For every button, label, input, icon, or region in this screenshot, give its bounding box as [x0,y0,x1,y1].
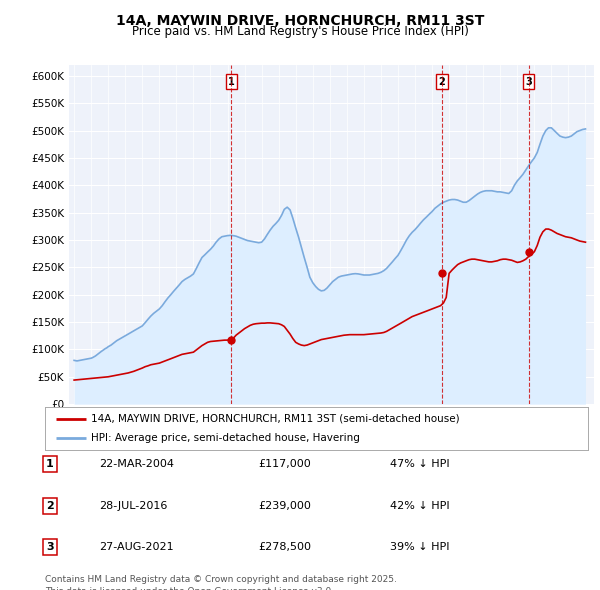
Text: £239,000: £239,000 [258,501,311,510]
Text: 28-JUL-2016: 28-JUL-2016 [99,501,167,510]
Text: 42% ↓ HPI: 42% ↓ HPI [390,501,449,510]
Text: Contains HM Land Registry data © Crown copyright and database right 2025.
This d: Contains HM Land Registry data © Crown c… [45,575,397,590]
Text: 1: 1 [228,77,235,87]
Text: £117,000: £117,000 [258,460,311,469]
Text: £278,500: £278,500 [258,542,311,552]
Text: 3: 3 [525,77,532,87]
Text: 1: 1 [46,460,53,469]
Text: 22-MAR-2004: 22-MAR-2004 [99,460,174,469]
Text: 3: 3 [46,542,53,552]
Text: 39% ↓ HPI: 39% ↓ HPI [390,542,449,552]
Text: Price paid vs. HM Land Registry's House Price Index (HPI): Price paid vs. HM Land Registry's House … [131,25,469,38]
Text: HPI: Average price, semi-detached house, Havering: HPI: Average price, semi-detached house,… [91,433,360,443]
Text: 2: 2 [439,77,445,87]
Text: 14A, MAYWIN DRIVE, HORNCHURCH, RM11 3ST: 14A, MAYWIN DRIVE, HORNCHURCH, RM11 3ST [116,14,484,28]
Text: 2: 2 [46,501,53,510]
Text: 47% ↓ HPI: 47% ↓ HPI [390,460,449,469]
Text: 14A, MAYWIN DRIVE, HORNCHURCH, RM11 3ST (semi-detached house): 14A, MAYWIN DRIVE, HORNCHURCH, RM11 3ST … [91,414,460,424]
Text: 27-AUG-2021: 27-AUG-2021 [99,542,173,552]
